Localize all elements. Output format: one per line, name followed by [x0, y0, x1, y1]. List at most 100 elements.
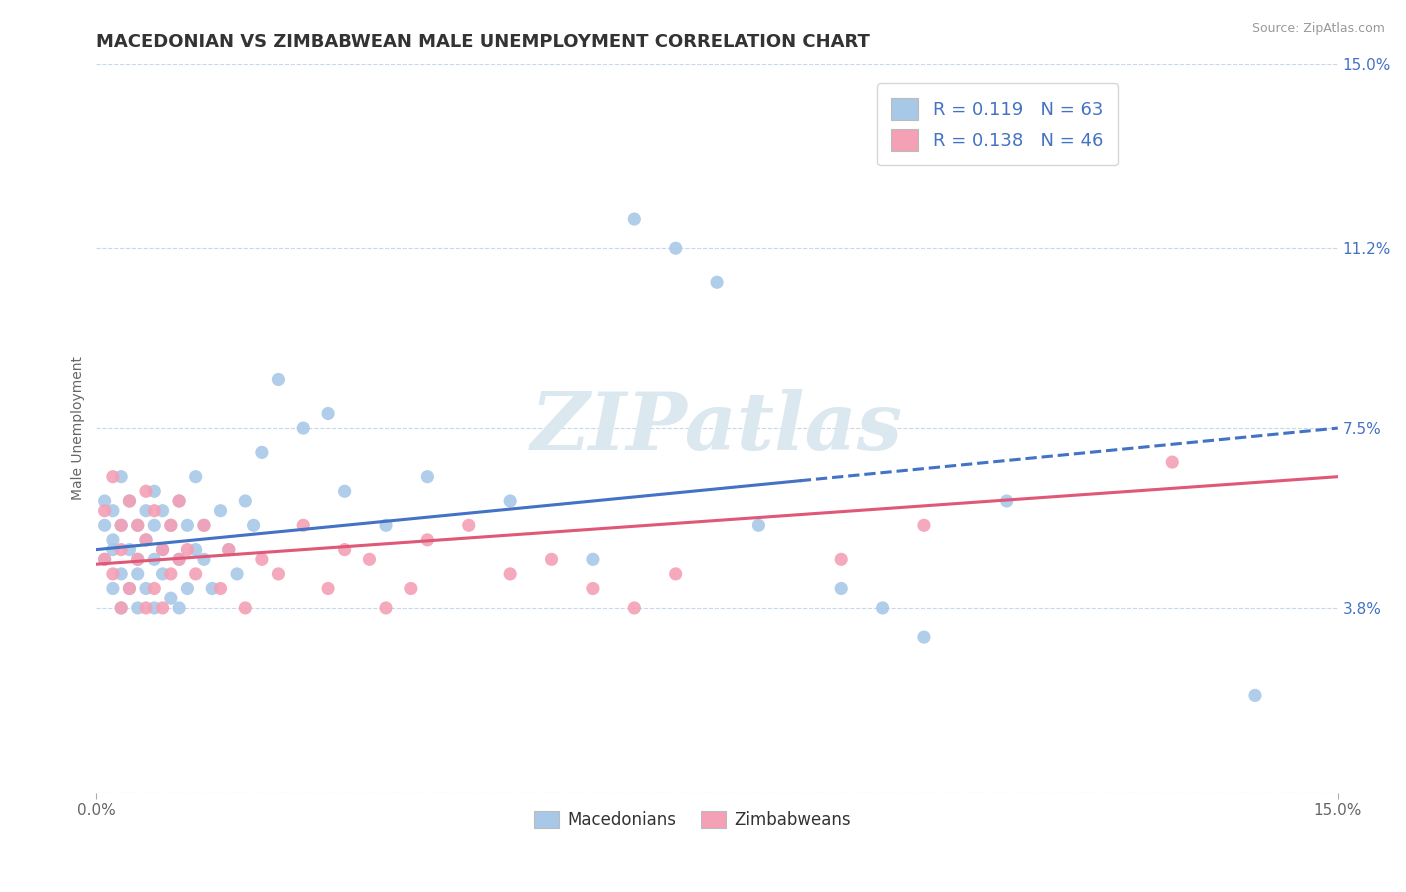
Point: [93, 518, 115, 533]
Point: [135, 582, 157, 596]
Point: [416, 533, 439, 547]
Point: [167, 552, 190, 566]
Point: [623, 212, 645, 227]
Point: [101, 469, 124, 483]
Point: [101, 542, 124, 557]
Point: [160, 518, 183, 533]
Point: [167, 494, 190, 508]
Point: [110, 601, 132, 615]
Point: [540, 552, 562, 566]
Point: [582, 552, 605, 566]
Point: [93, 504, 115, 518]
Point: [242, 518, 264, 533]
Point: [176, 518, 198, 533]
Point: [110, 601, 132, 615]
Point: [359, 552, 381, 566]
Point: [218, 542, 240, 557]
Point: [143, 601, 166, 615]
Point: [316, 407, 339, 421]
Point: [193, 518, 215, 533]
Legend: Macedonians, Zimbabweans: Macedonians, Zimbabweans: [527, 804, 858, 836]
Point: [152, 542, 174, 557]
Point: [110, 542, 132, 557]
Point: [167, 552, 190, 566]
Text: Source: ZipAtlas.com: Source: ZipAtlas.com: [1251, 22, 1385, 36]
Point: [209, 504, 232, 518]
Point: [995, 494, 1018, 508]
Point: [127, 518, 149, 533]
Point: [118, 494, 141, 508]
Point: [499, 494, 522, 508]
Point: [250, 445, 273, 459]
Point: [218, 542, 240, 557]
Point: [135, 533, 157, 547]
Point: [101, 533, 124, 547]
Point: [267, 372, 290, 386]
Point: [176, 542, 198, 557]
Point: [152, 601, 174, 615]
Point: [375, 518, 398, 533]
Point: [110, 469, 132, 483]
Point: [135, 484, 157, 499]
Point: [226, 566, 249, 581]
Point: [127, 552, 149, 566]
Point: [399, 582, 422, 596]
Point: [135, 504, 157, 518]
Point: [1244, 689, 1267, 703]
Point: [665, 241, 688, 255]
Point: [118, 582, 141, 596]
Point: [160, 591, 183, 606]
Point: [143, 582, 166, 596]
Y-axis label: Male Unemployment: Male Unemployment: [72, 356, 86, 500]
Point: [152, 566, 174, 581]
Point: [375, 601, 398, 615]
Point: [416, 469, 439, 483]
Point: [143, 552, 166, 566]
Point: [160, 566, 183, 581]
Point: [93, 552, 115, 566]
Point: [167, 601, 190, 615]
Point: [706, 275, 728, 289]
Point: [152, 504, 174, 518]
Point: [233, 494, 256, 508]
Point: [167, 494, 190, 508]
Point: [93, 494, 115, 508]
Point: [110, 518, 132, 533]
Point: [292, 421, 315, 435]
Point: [118, 542, 141, 557]
Point: [665, 566, 688, 581]
Point: [110, 566, 132, 581]
Point: [152, 542, 174, 557]
Point: [143, 504, 166, 518]
Point: [250, 552, 273, 566]
Point: [267, 566, 290, 581]
Point: [143, 484, 166, 499]
Point: [193, 518, 215, 533]
Point: [118, 582, 141, 596]
Point: [110, 518, 132, 533]
Point: [184, 566, 207, 581]
Point: [193, 552, 215, 566]
Point: [127, 601, 149, 615]
Point: [830, 552, 852, 566]
Point: [912, 518, 935, 533]
Point: [127, 552, 149, 566]
Point: [747, 518, 769, 533]
Point: [292, 518, 315, 533]
Point: [872, 601, 894, 615]
Point: [160, 518, 183, 533]
Point: [101, 566, 124, 581]
Point: [1161, 455, 1184, 469]
Point: [184, 469, 207, 483]
Point: [127, 566, 149, 581]
Point: [143, 518, 166, 533]
Point: [233, 601, 256, 615]
Point: [184, 542, 207, 557]
Point: [457, 518, 479, 533]
Point: [101, 582, 124, 596]
Point: [623, 601, 645, 615]
Point: [499, 566, 522, 581]
Point: [333, 484, 356, 499]
Point: [135, 601, 157, 615]
Point: [118, 494, 141, 508]
